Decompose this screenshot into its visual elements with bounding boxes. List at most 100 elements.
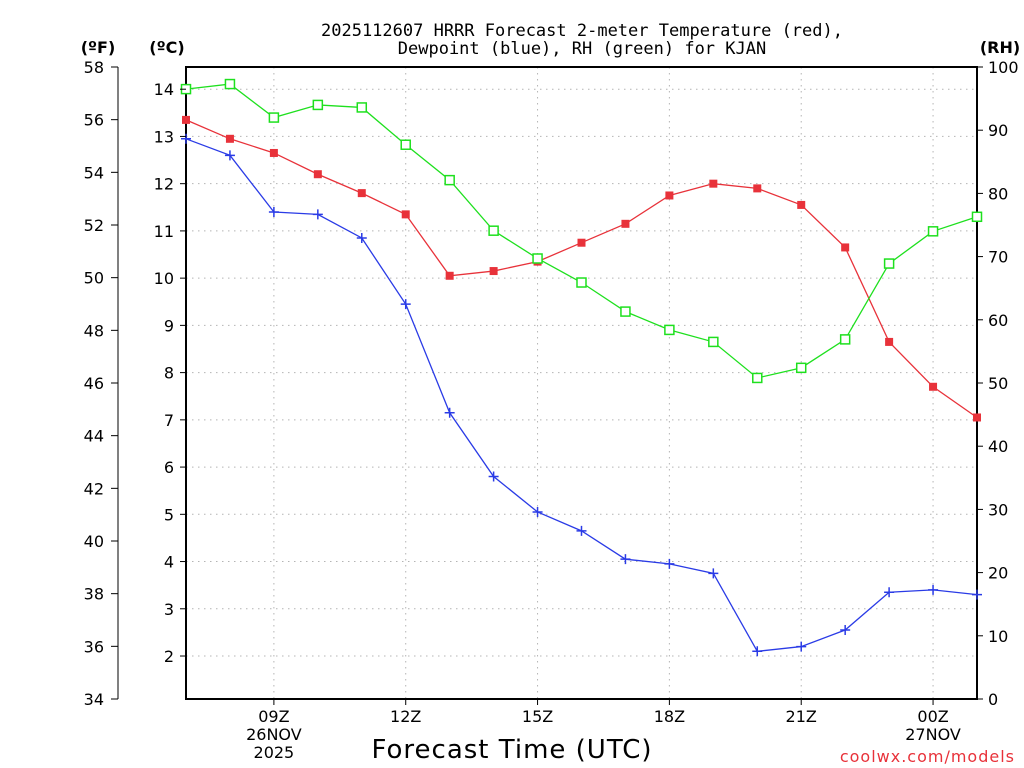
x-tick-label: 12Z bbox=[390, 707, 421, 726]
rh-point bbox=[752, 372, 763, 384]
temperature-point bbox=[182, 115, 190, 124]
celsius-tick-label: 9 bbox=[164, 316, 174, 335]
rh-tick-label: 70 bbox=[988, 248, 1008, 267]
celsius-tick-label: 12 bbox=[154, 175, 174, 194]
temperature-point bbox=[753, 184, 762, 193]
celsius-tick-label: 4 bbox=[164, 553, 174, 572]
rh-point bbox=[312, 99, 324, 111]
temperature-point bbox=[313, 170, 322, 179]
fahrenheit-tick-label: 46 bbox=[84, 374, 104, 393]
rh-point bbox=[664, 324, 675, 336]
dewpoint-point bbox=[752, 646, 763, 657]
x-tick-label: 27NOV bbox=[905, 725, 961, 744]
x-tick-label: 26NOV bbox=[246, 725, 302, 744]
temperature-point bbox=[973, 413, 981, 422]
dewpoint-point bbox=[884, 587, 895, 598]
x-tick-label: 15Z bbox=[522, 707, 553, 726]
rh-point bbox=[444, 174, 455, 186]
rh-tick-label: 20 bbox=[988, 564, 1008, 583]
temperature-point bbox=[357, 189, 366, 198]
celsius-tick-label: 10 bbox=[154, 269, 174, 288]
rh-point bbox=[927, 226, 939, 237]
celsius-tick-label: 2 bbox=[164, 647, 174, 666]
rh-point bbox=[400, 139, 411, 150]
temperature-point bbox=[665, 191, 674, 200]
rh-point bbox=[356, 102, 368, 113]
temperature-point bbox=[401, 210, 410, 219]
rh-tick-label: 30 bbox=[988, 500, 1008, 519]
chart-title-line-2: Dewpoint (blue), RH (green) for KJAN bbox=[398, 39, 766, 59]
dewpoint-point bbox=[664, 558, 675, 569]
fahrenheit-tick-label: 38 bbox=[84, 585, 104, 604]
fahrenheit-tick-label: 42 bbox=[84, 479, 104, 498]
temperature-point bbox=[225, 134, 234, 143]
rh-tick-label: 0 bbox=[988, 690, 998, 709]
dewpoint-point bbox=[268, 207, 279, 218]
celsius-tick-label: 3 bbox=[164, 600, 174, 619]
rh-tick-label: 40 bbox=[988, 437, 1008, 456]
temperature-point bbox=[797, 200, 806, 209]
celsius-tick-label: 6 bbox=[164, 458, 174, 477]
rh-tick-label: 60 bbox=[988, 311, 1008, 330]
celsius-tick-label: 5 bbox=[164, 505, 174, 524]
x-tick-label: 00Z bbox=[917, 707, 948, 726]
temperature-point bbox=[621, 219, 630, 228]
axes bbox=[117, 66, 978, 700]
rh-point bbox=[708, 336, 719, 348]
rh-tick-label: 80 bbox=[988, 184, 1008, 203]
rh-point bbox=[839, 334, 851, 345]
rh-tick-label: 10 bbox=[988, 627, 1008, 646]
dewpoint-point bbox=[181, 133, 191, 144]
rh-point bbox=[268, 112, 280, 123]
fahrenheit-tick-label: 36 bbox=[84, 637, 104, 656]
grid bbox=[186, 67, 977, 699]
chart-title-line-1: 2025112607 HRRR Forecast 2-meter Tempera… bbox=[321, 21, 843, 41]
tick-labels: 3436384042444648505254565823456789101112… bbox=[84, 58, 1019, 762]
celsius-tick-label: 13 bbox=[154, 127, 174, 146]
dewpoint-point bbox=[840, 625, 851, 636]
rh-tick-label: 100 bbox=[988, 58, 1019, 77]
x-tick-label: 2025 bbox=[254, 743, 295, 762]
dewpoint-point bbox=[972, 589, 982, 600]
fahrenheit-tick-label: 50 bbox=[84, 269, 104, 288]
rh-point bbox=[532, 253, 543, 264]
dewpoint-point bbox=[532, 506, 543, 517]
celsius-tick-label: 14 bbox=[154, 80, 174, 99]
rh-point bbox=[971, 211, 983, 223]
fahrenheit-tick-label: 48 bbox=[84, 321, 104, 340]
rh-tick-label: 50 bbox=[988, 374, 1008, 393]
data-series bbox=[180, 78, 983, 657]
dewpoint-point bbox=[312, 209, 323, 220]
dewpoint-point bbox=[620, 554, 631, 565]
dewpoint-point bbox=[576, 525, 587, 536]
rh-tick-label: 90 bbox=[988, 121, 1008, 140]
dewpoint-point bbox=[356, 232, 367, 243]
temperature-point bbox=[445, 271, 454, 280]
plot-frame bbox=[185, 66, 978, 700]
rh-point bbox=[883, 258, 895, 269]
x-axis-title: Forecast Time (UTC) bbox=[371, 735, 652, 765]
temperature-point bbox=[841, 243, 850, 252]
dewpoint-line bbox=[185, 138, 978, 652]
dewpoint-point bbox=[224, 150, 235, 161]
dewpoint-point bbox=[708, 568, 719, 579]
temperature-point bbox=[489, 267, 498, 276]
temperature-point bbox=[929, 382, 938, 391]
temperature-point bbox=[577, 238, 586, 247]
fahrenheit-tick-label: 44 bbox=[84, 427, 104, 446]
celsius-tick-label: 7 bbox=[164, 411, 174, 430]
rh-point bbox=[224, 78, 236, 90]
celsius-tick-label: 8 bbox=[164, 364, 174, 383]
fahrenheit-tick-label: 52 bbox=[84, 216, 104, 235]
x-tick-label: 09Z bbox=[258, 707, 289, 726]
dewpoint-point bbox=[444, 407, 455, 418]
temperature-point bbox=[709, 179, 718, 188]
x-tick-label: 21Z bbox=[786, 707, 817, 726]
dewpoint-point bbox=[400, 299, 411, 310]
dewpoint-point bbox=[488, 471, 499, 482]
fahrenheit-tick-label: 58 bbox=[84, 58, 104, 77]
fahrenheit-unit-label: (ºF) bbox=[81, 38, 116, 57]
celsius-tick-label: 11 bbox=[154, 222, 174, 241]
fahrenheit-tick-label: 40 bbox=[84, 532, 104, 551]
